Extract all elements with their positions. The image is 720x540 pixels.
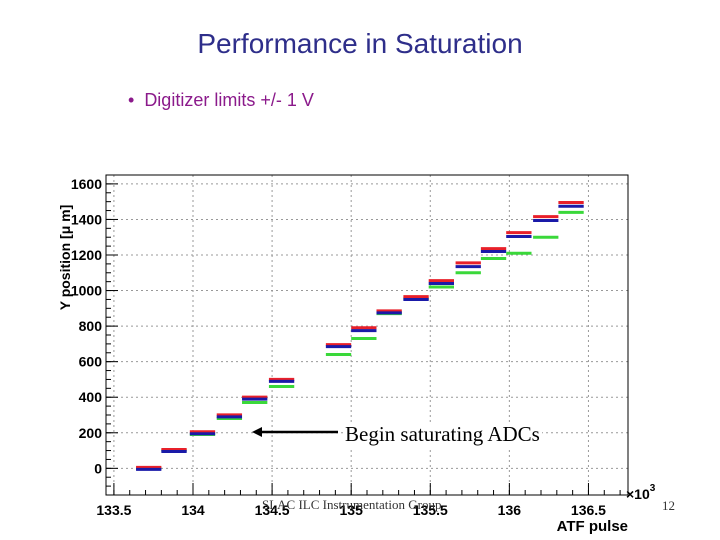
- chart-ticks: 133.5 134 134.5 135 135.5 136 136.5 0 200 400 600 8…: [71, 176, 621, 518]
- x-axis-label: ATF pulse: [557, 518, 628, 535]
- bullet-item: • Digitizer limits +/- 1 V: [128, 90, 314, 111]
- y-tick-label: 0: [94, 460, 102, 476]
- x-axis-multiplier: ×103: [626, 483, 656, 502]
- x-tick-label: 136.5: [571, 502, 606, 518]
- y-tick-label: 1000: [71, 283, 102, 299]
- x-tick-label: 135.5: [413, 502, 448, 518]
- y-tick-label: 1400: [71, 211, 102, 227]
- y-tick-label: 200: [79, 425, 103, 441]
- x-tick-label: 133.5: [96, 502, 131, 518]
- chart-grid: [106, 175, 628, 495]
- page-number: 12: [662, 498, 675, 513]
- chart-frame: [105, 174, 629, 496]
- x-multiplier-base: ×10: [626, 486, 650, 502]
- annotation-arrowhead: [252, 427, 262, 437]
- annotation-label: Begin saturating ADCs: [343, 422, 542, 447]
- y-tick-label: 1200: [71, 247, 102, 263]
- x-multiplier-exponent: 3: [650, 483, 656, 494]
- y-tick-label: 600: [79, 354, 103, 370]
- bullet-dot: •: [128, 90, 135, 110]
- y-tick-label: 400: [79, 389, 103, 405]
- bullet-text: Digitizer limits +/- 1 V: [144, 90, 314, 110]
- y-axis-label: Y position [μ m]: [57, 205, 73, 311]
- y-tick-label: 1600: [71, 176, 102, 192]
- x-tick-label: 134: [181, 502, 205, 518]
- chart-marks: [136, 200, 584, 471]
- x-tick-label: 135: [340, 502, 364, 518]
- x-tick-label: 136: [498, 502, 522, 518]
- slide-title: Performance in Saturation: [197, 28, 523, 59]
- y-tick-label: 800: [79, 318, 103, 334]
- x-tick-label: 134.5: [255, 502, 290, 518]
- footer-text: SLAC ILC Instrumentation Group: [262, 497, 442, 512]
